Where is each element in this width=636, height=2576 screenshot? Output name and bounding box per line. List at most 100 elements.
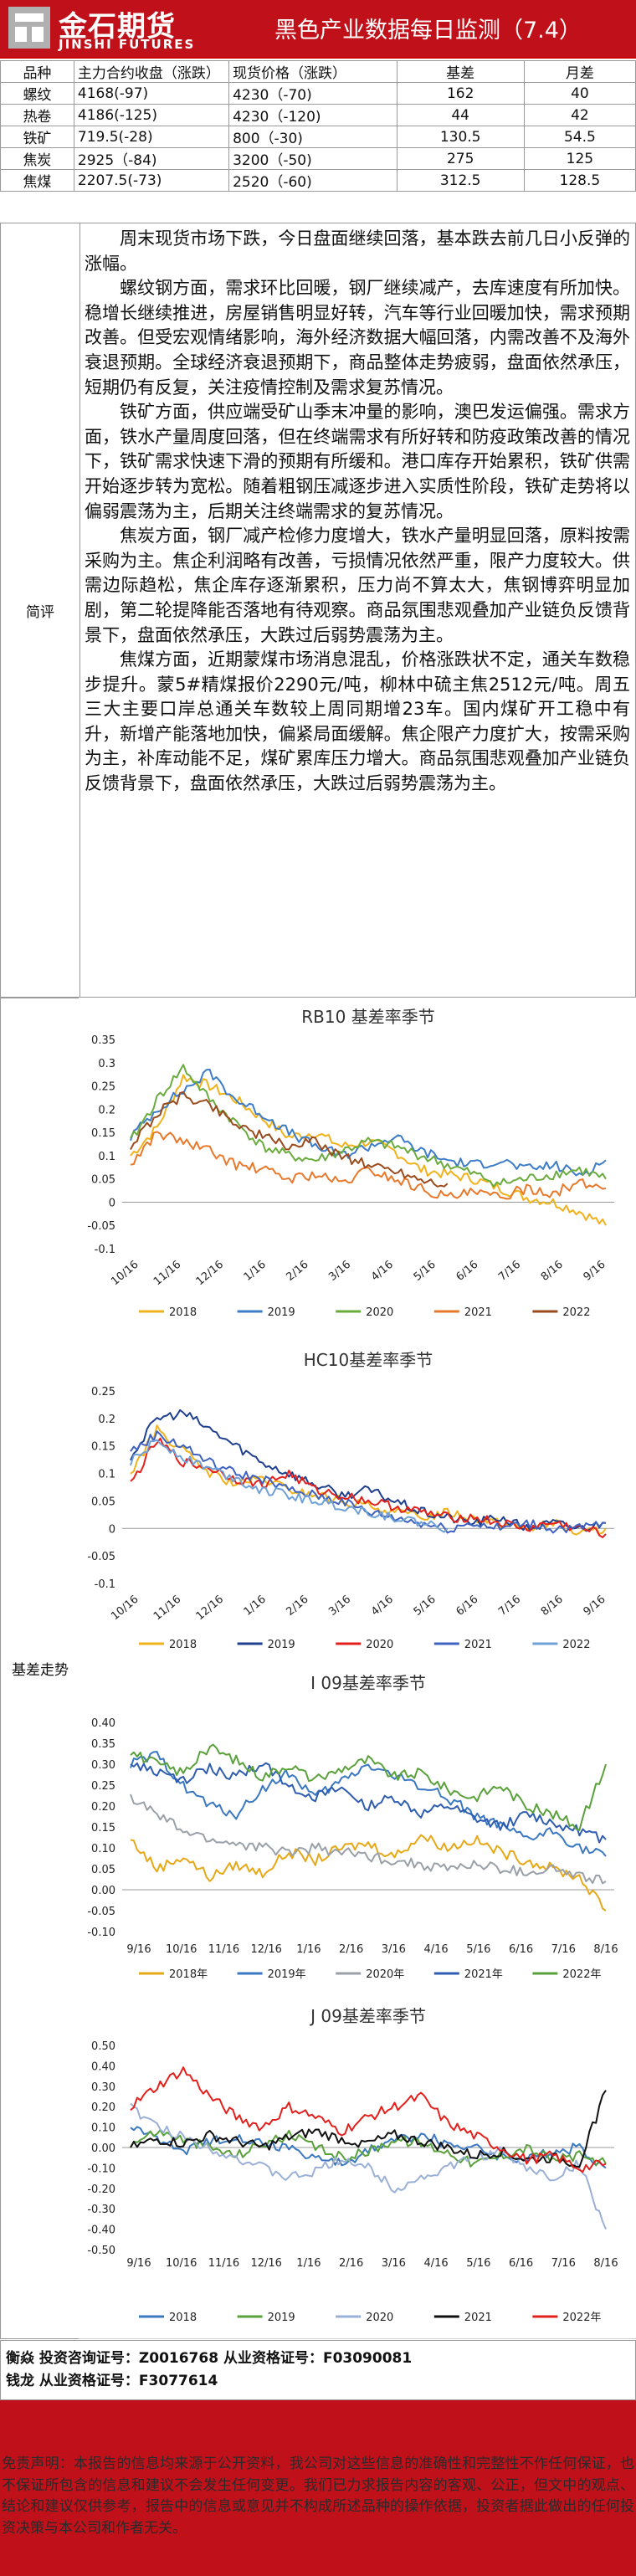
y-tick-label: 0.10 — [91, 2122, 115, 2135]
table-header-cell: 基差 — [396, 60, 525, 83]
table-cell: 275 — [396, 147, 525, 170]
report-header: 金石期货 JINSHI FUTURES 黑色产业数据每日监测（7.4） — [0, 0, 636, 59]
y-tick-label: -0.10 — [87, 2163, 115, 2175]
basis-label: 基差走势 — [1, 998, 80, 2338]
y-tick-label: -0.20 — [87, 2183, 115, 2196]
table-row: 铁矿 719.5(-28) 800（-30) 130.5 54.5 — [0, 126, 636, 148]
series-line — [130, 1439, 449, 1533]
chart-hc10: HC10基差率季节 0.25 0.2 0.15 0.1 0.05 0 -0.05 -0.1 10/… — [79, 1332, 636, 1665]
legend-label: 2018年 — [169, 1968, 208, 1981]
chart-i09-svg: I 09基差率季节 0.40 0.35 0.30 0.25 0.20 0.15 0.10 0.0… — [87, 1673, 618, 1981]
table-cell: 2925（-84) — [73, 147, 230, 170]
x-tick-label: 12/16 — [250, 2257, 281, 2270]
series-line — [130, 1743, 607, 1831]
logo-block: 金石期货 JINSHI FUTURES — [0, 0, 224, 57]
commentary-label: 简评 — [1, 223, 80, 997]
table-cell: 2520（-60) — [228, 169, 398, 192]
y-tick-label: 0 — [109, 1523, 115, 1536]
commentary-paragraph: 周末现货市场下跌，今日盘面继续回落，基本跌去前几日小反弹的涨幅。 — [85, 228, 630, 274]
table-cell: 3200（-50) — [228, 147, 398, 170]
table-cell: 54.5 — [523, 126, 636, 148]
x-tick-label: 7/16 — [551, 2257, 576, 2270]
y-tick-label: -0.30 — [87, 2204, 115, 2216]
legend-label: 2019 — [268, 2312, 295, 2324]
x-tick-label: 9/16 — [582, 1593, 608, 1619]
chart-title: RB10 基差率季节 — [301, 1007, 434, 1027]
price-table: 品种 主力合约收盘（涨跌） 现货价格（涨跌） 基差 月差 螺纹 4168(-97… — [0, 60, 636, 192]
chart-title: J 09基差率季节 — [309, 2006, 426, 2026]
logo-icon — [8, 7, 50, 49]
y-tick-label: 0.00 — [91, 1885, 115, 1897]
x-tick-label: 12/16 — [194, 1593, 226, 1624]
series-line — [130, 1437, 607, 1538]
series-line — [130, 1131, 607, 1200]
x-tick-label: 2/16 — [339, 1943, 363, 1956]
legend-label: 2018 — [169, 1639, 197, 1651]
table-row: 螺纹 4168(-97) 4230（-70) 162 40 — [0, 82, 636, 105]
table-cell: 焦煤 — [0, 169, 74, 192]
table-cell: 4230（-70) — [228, 82, 398, 105]
table-cell: 焦炭 — [0, 147, 74, 170]
x-tick-label: 8/16 — [539, 1259, 566, 1284]
commentary-section: 简评 周末现货市场下跌，今日盘面继续回落，基本跌去前几日小反弹的涨幅。 螺纹钢方… — [0, 223, 636, 998]
y-tick-label: 0.2 — [98, 1414, 115, 1426]
legend-label: 2021年 — [464, 1968, 503, 1981]
table-cell: 125 — [523, 147, 636, 170]
chart-i09: I 09基差率季节 0.40 0.35 0.30 0.25 0.20 0.15 0.10 0.0… — [79, 1664, 636, 1999]
x-tick-label: 11/16 — [151, 1593, 183, 1624]
series-line — [130, 1751, 607, 1857]
x-tick-label: 12/16 — [250, 1943, 281, 1956]
y-tick-label: 0.3 — [98, 1058, 115, 1070]
y-tick-label: -0.1 — [95, 1244, 115, 1256]
y-tick-label: 0.05 — [91, 1864, 115, 1876]
x-tick-label: 9/16 — [126, 2257, 151, 2270]
y-tick-label: 0.25 — [91, 1780, 115, 1793]
x-tick-label: 1/16 — [296, 1943, 321, 1956]
table-cell: 螺纹 — [0, 82, 74, 105]
table-cell: 4168(-97) — [73, 82, 230, 105]
x-tick-label: 3/16 — [382, 2257, 406, 2270]
chart-j09-svg: J 09基差率季节 0.50 0.40 0.30 0.20 0.10 0.00 -0.10 -0… — [87, 2006, 618, 2324]
y-tick-label: 0.1 — [98, 1469, 115, 1481]
x-tick-label: 8/16 — [593, 1943, 618, 1956]
table-cell: 铁矿 — [0, 126, 74, 148]
x-tick-label: 6/16 — [454, 1259, 480, 1284]
y-tick-label: 0.2 — [98, 1104, 115, 1116]
y-tick-label: 0.35 — [91, 1034, 115, 1047]
x-tick-label: 11/16 — [208, 1943, 239, 1956]
legend-label: 2020年 — [366, 1968, 404, 1981]
x-tick-label: 6/16 — [509, 2257, 533, 2270]
chart-rb10: RB10 基差率季节 0.35 0.3 0.25 0.2 0.15 0.1 0.05 0 -0.0… — [79, 998, 636, 1333]
table-cell: 4186(-125) — [73, 104, 230, 126]
table-row: 热卷 4186(-125) 4230（-120) 44 42 — [0, 104, 636, 126]
table-header-cell: 品种 — [0, 60, 74, 83]
page-title: 黑色产业数据每日监测（7.4） — [274, 18, 582, 44]
x-tick-label: 2/16 — [284, 1593, 310, 1619]
y-tick-label: 0.15 — [91, 1127, 115, 1140]
x-tick-label: 1/16 — [242, 1593, 269, 1619]
series-line — [130, 1090, 449, 1188]
x-tick-label: 11/16 — [208, 2257, 239, 2270]
y-tick-label: 0.25 — [91, 1081, 115, 1094]
y-tick-label: 0.30 — [91, 2081, 115, 2094]
y-tick-label: 0.40 — [91, 2060, 115, 2073]
legend-label: 2022 — [562, 1639, 590, 1651]
analysts-block: 衡焱 投资咨询证号：Z0016768 从业资格证号：F03090081 钱龙 从… — [0, 2340, 636, 2400]
legend-label: 2022年 — [562, 1968, 601, 1981]
legend-label: 2019年 — [268, 1968, 306, 1981]
series-line — [130, 1430, 607, 1534]
y-tick-label: 0.05 — [91, 1496, 115, 1508]
y-tick-label: -0.10 — [87, 1927, 115, 1939]
x-tick-label: 9/16 — [582, 1259, 608, 1284]
table-header-cell: 现货价格（涨跌） — [228, 60, 398, 83]
x-tick-label: 10/16 — [109, 1259, 141, 1289]
x-tick-label: 5/16 — [466, 1943, 490, 1956]
y-tick-label: 0.25 — [91, 1386, 115, 1398]
legend-label: 2021 — [464, 2312, 492, 2324]
series-line — [130, 2066, 607, 2173]
legend-label: 2021 — [464, 1639, 492, 1651]
x-tick-label: 2/16 — [284, 1259, 310, 1284]
x-tick-label: 11/16 — [151, 1259, 183, 1289]
y-tick-label: 0.20 — [91, 1801, 115, 1814]
x-tick-label: 10/16 — [166, 1943, 197, 1956]
